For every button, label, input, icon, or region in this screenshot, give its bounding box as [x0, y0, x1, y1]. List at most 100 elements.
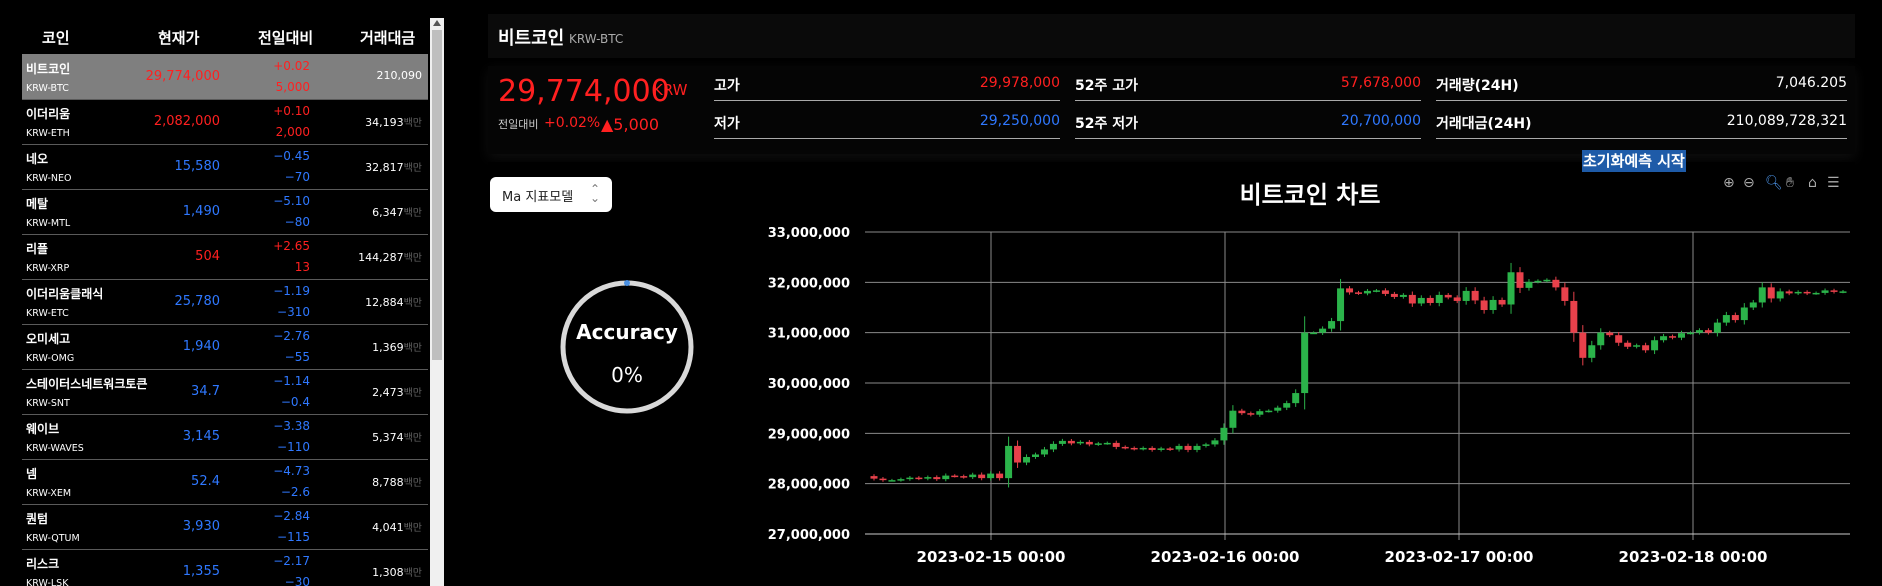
candle	[1480, 300, 1488, 311]
header-coin: 코인	[42, 29, 70, 47]
y-tick-label: 31,000,000	[768, 327, 850, 342]
home-icon[interactable]: ⌂	[1808, 175, 1817, 191]
coin-code: KRW-XEM	[26, 488, 72, 499]
init-predict-button[interactable]: 초기화예측 시작	[1582, 150, 1686, 172]
coin-volume: 210,090	[377, 69, 423, 82]
coin-volume-value: 1,369	[372, 341, 404, 354]
pan-hand-icon[interactable]: ✋︎	[1786, 175, 1794, 191]
coin-volume-unit: 백만	[403, 568, 422, 579]
candle	[1426, 297, 1434, 303]
coin-row-krw-snt[interactable]: 스테이터스네트워크토큰 KRW-SNT 34.7 −1.14 −0.4 2,473백만	[22, 369, 428, 415]
candle	[1543, 279, 1551, 282]
stat-volume: 거래량(24H) 7,046.205	[1436, 66, 1847, 101]
candle	[1175, 445, 1183, 450]
coin-price: 1,355	[182, 564, 220, 579]
candle	[1184, 445, 1192, 450]
coin-change-val: −70	[284, 170, 310, 184]
coin-code: KRW-XRP	[26, 263, 70, 274]
coin-row-krw-etc[interactable]: 이더리움클래식 KRW-ETC 25,780 −1.19 −310 12,884백만	[22, 279, 428, 325]
coin-row-krw-mtl[interactable]: 메탈 KRW-MTL 1,490 −5.10 −80 6,347백만	[22, 189, 428, 235]
scroll-up-icon[interactable]	[433, 20, 441, 26]
y-tick-label: 29,000,000	[768, 427, 850, 442]
stat-high-label: 고가	[714, 78, 740, 94]
coin-volume-unit: 백만	[403, 478, 422, 489]
coin-change-val: −115	[277, 530, 310, 544]
coin-name: 스테이터스네트워크토큰	[26, 377, 148, 391]
coin-code: KRW-LSK	[26, 578, 69, 586]
coin-change-pct: −1.14	[273, 374, 310, 388]
coin-row-krw-lsk[interactable]: 리스크 KRW-LSK 1,355 −2.17 −30 1,308백만	[22, 549, 428, 586]
candle	[969, 474, 977, 478]
candle	[897, 479, 905, 481]
candle	[1507, 272, 1515, 305]
candle	[1211, 440, 1219, 445]
coin-change-val: 2,000	[275, 125, 310, 139]
coin-volume-unit: 백만	[403, 118, 422, 129]
candle	[1651, 340, 1659, 351]
coin-row-krw-eth[interactable]: 이더리움 KRW-ETH 2,082,000 +0.10 2,000 34,193백만	[22, 99, 428, 145]
accuracy-gauge: Accuracy 0%	[560, 280, 694, 414]
candle	[1435, 294, 1443, 303]
coin-row-krw-btc[interactable]: 비트코인 KRW-BTC 29,774,000 +0.02 5,000 210,090	[22, 54, 428, 100]
coin-row-krw-neo[interactable]: 네오 KRW-NEO 15,580 −0.45 −70 32,817백만	[22, 144, 428, 190]
coin-change-val: 13	[294, 260, 310, 274]
coin-volume: 12,884백만	[365, 294, 422, 309]
candle	[1597, 332, 1605, 346]
x-tick-label: 2023-02-17 00:00	[1385, 548, 1534, 566]
coin-change-val: −310	[277, 305, 310, 319]
accuracy-progress-dot	[624, 280, 630, 286]
coin-row-krw-omg[interactable]: 오미세고 KRW-OMG 1,940 −2.76 −55 1,369백만	[22, 324, 428, 370]
coin-name: 메탈	[26, 197, 49, 211]
x-tick-label: 2023-02-18 00:00	[1619, 548, 1768, 566]
coin-volume-value: 8,788	[372, 476, 404, 489]
menu-icon[interactable]: ☰	[1827, 175, 1840, 191]
candle	[1381, 290, 1389, 294]
candle	[1489, 299, 1497, 311]
x-tick-label: 2023-02-15 00:00	[917, 548, 1066, 566]
stat-low52-label: 52주 저가	[1075, 116, 1138, 132]
candle	[1821, 290, 1829, 293]
coin-volume-unit: 백만	[403, 208, 422, 219]
magnify-icon[interactable]: 🔍︎	[1765, 175, 1783, 191]
coin-code: KRW-NEO	[26, 173, 72, 184]
coin-row-krw-waves[interactable]: 웨이브 KRW-WAVES 3,145 −3.38 −110 5,374백만	[22, 414, 428, 460]
stat-volume-label: 거래량(24H)	[1436, 78, 1519, 94]
candle	[951, 475, 959, 478]
header-price: 현재가	[158, 29, 200, 47]
ma-model-select[interactable]: Ma 지표모델 ⌃ ⌄	[490, 177, 612, 212]
candle	[1372, 290, 1380, 292]
chart-panel	[488, 162, 1855, 586]
coin-price: 1,490	[182, 204, 220, 219]
y-tick-label: 33,000,000	[768, 226, 850, 241]
coin-row-krw-qtum[interactable]: 퀀텀 KRW-QTUM 3,930 −2.84 −115 4,041백만	[22, 504, 428, 550]
coin-row-krw-xrp[interactable]: 리플 KRW-XRP 504 +2.65 13 144,287백만	[22, 234, 428, 280]
reset-button-label[interactable]: 초기화	[1583, 152, 1625, 170]
candle	[1157, 448, 1165, 450]
coin-row-krw-xem[interactable]: 넴 KRW-XEM 52.4 −4.73 −2.6 8,788백만	[22, 459, 428, 505]
candle	[1642, 345, 1650, 351]
zoom-out-icon[interactable]: ⊖	[1743, 175, 1755, 191]
candle	[1776, 291, 1784, 299]
coin-list-scrollbar[interactable]	[430, 18, 444, 586]
zoom-in-icon[interactable]: ⊕	[1723, 175, 1735, 191]
candle	[1247, 413, 1255, 415]
delta-value: ▲5,000	[601, 115, 660, 134]
x-tick-label: 2023-02-16 00:00	[1151, 548, 1300, 566]
candle	[1498, 299, 1506, 305]
candle	[1525, 281, 1533, 288]
candle	[1139, 447, 1147, 450]
candle	[1624, 342, 1632, 347]
candle	[1570, 300, 1578, 333]
coin-list: 코인 현재가 전일대비 거래대금 비트코인 KRW-BTC 29,774,000 +0…	[22, 18, 428, 586]
coin-name: 비트코인	[26, 62, 71, 76]
candle	[1803, 291, 1811, 294]
scroll-thumb[interactable]	[432, 30, 442, 360]
coin-volume: 1,308백만	[372, 564, 422, 579]
candle	[1812, 292, 1820, 295]
candle	[1256, 411, 1264, 415]
coin-change-val: −110	[277, 440, 310, 454]
candle	[1265, 410, 1273, 413]
coin-price: 52.4	[191, 474, 220, 489]
candle	[1390, 293, 1398, 297]
start-predict-label[interactable]: 예측 시작	[1624, 152, 1685, 170]
